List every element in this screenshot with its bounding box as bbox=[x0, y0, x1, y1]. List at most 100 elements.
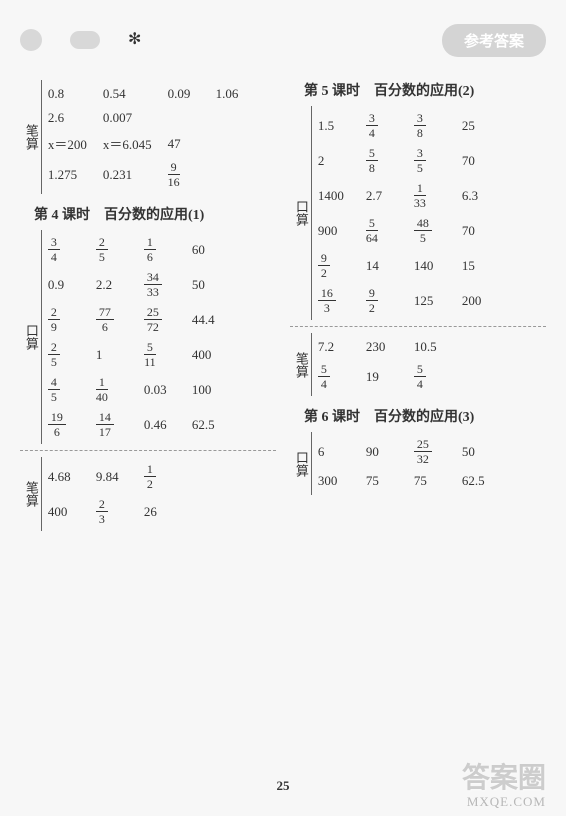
page-number: 25 bbox=[277, 778, 290, 794]
fraction: 196 bbox=[48, 411, 66, 438]
answer-cell: 25 bbox=[462, 118, 494, 134]
answer-cell: 62.5 bbox=[192, 417, 224, 433]
answer-cell: 0.03 bbox=[144, 382, 176, 398]
block-5a: 口算 1.5343825258357014002.71336.390056448… bbox=[290, 106, 546, 320]
answer-grid: 690253250300757562.5 bbox=[318, 432, 494, 495]
fraction: 2532 bbox=[414, 438, 432, 465]
block-4b: 笔算 4.689.84124002326 bbox=[20, 457, 276, 531]
answer-cell: 62.5 bbox=[462, 473, 494, 489]
answer-cell: 200 bbox=[462, 293, 494, 309]
answer-cell: 23 bbox=[96, 498, 128, 525]
answer-cell: 776 bbox=[96, 306, 128, 333]
answer-cell: 58 bbox=[366, 147, 398, 174]
fraction: 916 bbox=[168, 161, 180, 188]
fraction: 25 bbox=[96, 236, 108, 263]
answer-cell: 90 bbox=[366, 444, 398, 460]
fraction: 29 bbox=[48, 306, 60, 333]
answer-cell: 50 bbox=[192, 277, 224, 293]
block-label: 笔算 bbox=[20, 80, 42, 194]
answer-cell: 511 bbox=[144, 341, 176, 368]
section-title-5: 第 5 课时 百分数的应用(2) bbox=[304, 80, 546, 100]
answer-cell: 75 bbox=[414, 473, 446, 489]
fraction: 163 bbox=[318, 287, 336, 314]
answer-cell: 16 bbox=[144, 236, 176, 263]
fraction: 3433 bbox=[144, 271, 162, 298]
answer-cell: 230 bbox=[366, 339, 398, 355]
fraction: 58 bbox=[366, 147, 378, 174]
answer-cell: 34 bbox=[48, 236, 80, 263]
answer-cell: 2.6 bbox=[48, 110, 87, 126]
fraction: 2572 bbox=[144, 306, 162, 333]
answer-cell: 4.68 bbox=[48, 469, 80, 485]
answer-cell: 75 bbox=[366, 473, 398, 489]
answer-cell: 15 bbox=[462, 258, 494, 274]
answer-cell: 196 bbox=[48, 411, 80, 438]
answer-cell: 54 bbox=[318, 363, 350, 390]
right-column: 第 5 课时 百分数的应用(2) 口算 1.534382525835701400… bbox=[290, 80, 546, 776]
answer-cell: 1.5 bbox=[318, 118, 350, 134]
fraction: 776 bbox=[96, 306, 114, 333]
answer-cell: 2.2 bbox=[96, 277, 128, 293]
answer-cell: 2572 bbox=[144, 306, 176, 333]
answer-cell: 34 bbox=[366, 112, 398, 139]
answer-cell: 0.9 bbox=[48, 277, 80, 293]
cloud-icon bbox=[70, 31, 100, 49]
block-label: 笔算 bbox=[290, 333, 312, 396]
answer-cell: 12 bbox=[144, 463, 176, 490]
answer-cell: 0.007 bbox=[103, 110, 152, 126]
block-4a: 口算 342516600.92.234335029776257244.42515… bbox=[20, 230, 276, 444]
snowflake-icon: ✻ bbox=[128, 29, 150, 51]
answer-cell: 100 bbox=[192, 382, 224, 398]
answer-cell: 400 bbox=[48, 504, 80, 520]
circle-icon bbox=[20, 29, 42, 51]
answer-cell: 1.275 bbox=[48, 167, 87, 183]
left-column: 笔算 0.80.540.091.062.60.007x＝200x＝6.04547… bbox=[20, 80, 276, 776]
answer-cell: 485 bbox=[414, 217, 446, 244]
answer-cell: 3433 bbox=[144, 271, 176, 298]
fraction: 485 bbox=[414, 217, 432, 244]
watermark-main: 答案圈 bbox=[462, 756, 546, 796]
answer-cell: 25 bbox=[48, 341, 80, 368]
fraction: 16 bbox=[144, 236, 156, 263]
answer-cell: 125 bbox=[414, 293, 446, 309]
answer-cell: 60 bbox=[192, 242, 224, 258]
answer-cell: 1 bbox=[96, 347, 128, 363]
answer-cell: 300 bbox=[318, 473, 350, 489]
answer-cell: 1417 bbox=[96, 411, 128, 438]
answer-cell: 6.3 bbox=[462, 188, 494, 204]
fraction: 92 bbox=[318, 252, 330, 279]
fraction: 140 bbox=[96, 376, 108, 403]
answer-cell: 38 bbox=[414, 112, 446, 139]
answer-grid: 0.80.540.091.062.60.007x＝200x＝6.045471.2… bbox=[48, 80, 248, 194]
block-label: 口算 bbox=[290, 106, 312, 320]
fraction: 25 bbox=[48, 341, 60, 368]
answer-cell: 1.06 bbox=[216, 86, 248, 102]
answer-cell: 70 bbox=[462, 153, 494, 169]
fraction: 23 bbox=[96, 498, 108, 525]
fraction: 564 bbox=[366, 217, 378, 244]
answer-cell: 45 bbox=[48, 376, 80, 403]
answer-cell: 0.231 bbox=[103, 167, 152, 183]
answer-cell: 26 bbox=[144, 504, 176, 520]
answer-cell: 140 bbox=[96, 376, 128, 403]
answer-key-badge: 参考答案 bbox=[442, 24, 546, 57]
answer-cell: 2 bbox=[318, 153, 350, 169]
divider bbox=[20, 450, 276, 451]
fraction: 54 bbox=[318, 363, 330, 390]
fraction: 54 bbox=[414, 363, 426, 390]
fraction: 38 bbox=[414, 112, 426, 139]
answer-cell: 50 bbox=[462, 444, 494, 460]
fraction: 34 bbox=[48, 236, 60, 263]
answer-cell: 0.54 bbox=[103, 86, 152, 102]
fraction: 35 bbox=[414, 147, 426, 174]
answer-cell: 10.5 bbox=[414, 339, 446, 355]
answer-grid: 34 25 16 60 0.9 2.2 3433 50 29 776 2572 44.4 25 1 511 4… bbox=[48, 230, 224, 444]
answer-cell: 2532 bbox=[414, 438, 446, 465]
answer-cell: 140 bbox=[414, 258, 446, 274]
answer-cell: 400 bbox=[192, 347, 224, 363]
answer-cell: 14 bbox=[366, 258, 398, 274]
fraction: 1417 bbox=[96, 411, 114, 438]
block-5b: 笔算 7.223010.5541954 bbox=[290, 333, 546, 396]
section-title-6: 第 6 课时 百分数的应用(3) bbox=[304, 406, 546, 426]
answer-cell: 44.4 bbox=[192, 312, 224, 328]
